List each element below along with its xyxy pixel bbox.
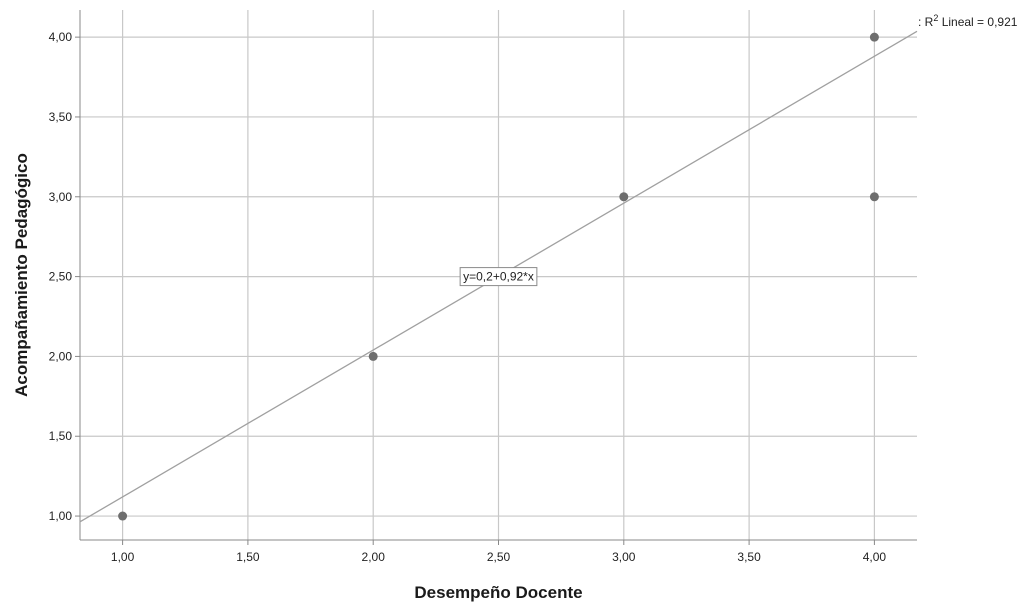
data-point (619, 192, 629, 202)
x-tick-label: 1,00 (111, 550, 135, 564)
fit-equation-label: y=0,2+0,92*x (459, 267, 538, 287)
x-tick-label: 1,50 (236, 550, 260, 564)
data-point (869, 32, 879, 42)
x-axis-title: Desempeño Docente (414, 583, 582, 602)
x-tick-label: 2,50 (487, 550, 511, 564)
y-tick-label: 2,50 (49, 270, 73, 284)
data-point (118, 511, 128, 521)
y-tick-label: 3,00 (49, 190, 73, 204)
r-squared-prefix: : R (918, 15, 934, 29)
x-tick-label: 2,00 (362, 550, 386, 564)
y-tick-label: 1,00 (49, 509, 73, 523)
r-squared-superscript: 2 (933, 13, 938, 23)
point-layer (118, 32, 879, 521)
y-tick-label: 3,50 (49, 110, 73, 124)
tick-label-layer: 1,00 1,50 2,00 2,50 3,00 3,50 4,00 1,00 1,50 2,00… (49, 30, 887, 564)
x-tick-label: 3,50 (737, 550, 761, 564)
data-point (869, 192, 879, 202)
fit-equation-box (459, 267, 538, 287)
r-squared-value: Lineal = 0,921 (938, 15, 1017, 29)
grid-layer (80, 10, 917, 540)
y-tick-label: 2,00 (49, 349, 73, 363)
r-squared-label: : R2 Lineal = 0,921 (918, 13, 1018, 29)
y-tick-label: 1,50 (49, 429, 73, 443)
x-tick-label: 3,00 (612, 550, 636, 564)
y-tick-label: 4,00 (49, 30, 73, 44)
x-tick-label: 4,00 (863, 550, 887, 564)
y-axis-title: Acompañamiento Pedagógico (12, 153, 31, 397)
data-point (368, 351, 378, 361)
fit-equation-text: y=0,2+0,92*x (463, 270, 534, 284)
axis-layer (75, 10, 917, 545)
